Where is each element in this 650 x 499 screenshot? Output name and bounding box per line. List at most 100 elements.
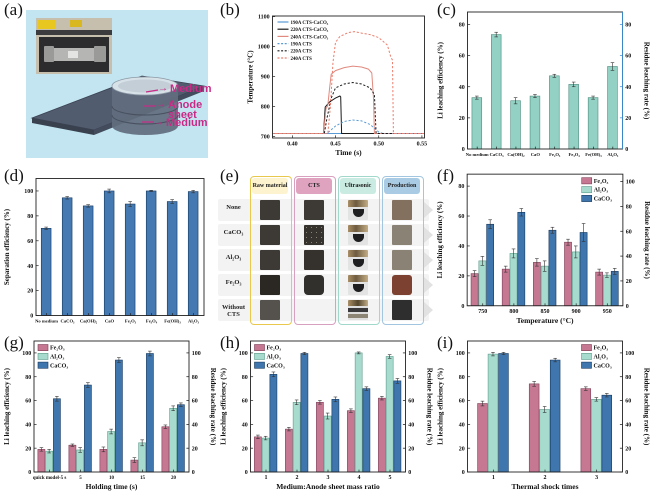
chart-text: Fe₂O₃ [594, 179, 609, 185]
chart-text: 0 [30, 314, 33, 320]
chart-text: 80 [242, 375, 248, 381]
chart-text: 750 [478, 309, 487, 315]
row-label: Fe₂O₃ [225, 279, 242, 286]
row-label: None [226, 204, 241, 211]
sample-photo [392, 300, 412, 320]
chart-text: No medium [35, 319, 58, 324]
bar [347, 410, 355, 473]
chart-text: Al₂O₃ [188, 319, 200, 324]
chart-text: 60 [458, 214, 464, 220]
chart-text: 80 [626, 205, 632, 211]
chart-text: Li leaching efficiency (%) [437, 367, 445, 444]
panel-h: (h) 0 20 40 60 80 100 Li leaching efficiency (… [216, 333, 434, 499]
chart-svg-g: 0 20 40 60 80 100 Li leaching efficiency (%) 0 2… [3, 340, 216, 491]
bar [470, 273, 479, 307]
chart-text: 1 [265, 475, 268, 481]
bar [323, 415, 332, 473]
cylinder-shape [111, 76, 179, 135]
temperature-time-line-chart: 700 800 900 1000 1100 0.40 0.45 0.50 0.55 Tempera… [216, 0, 433, 166]
chart-text: Li leaching efficiency (%) [3, 367, 11, 444]
bar [595, 271, 604, 307]
line-series [272, 65, 425, 134]
mass-ratio-bar-chart: 0 20 40 60 80 100 Li leaching efficiency (%) 0 2… [216, 333, 433, 499]
bar [471, 97, 483, 150]
panel-g-label: (g) [4, 333, 24, 352]
chart-text: 60 [408, 399, 414, 405]
bar [166, 201, 178, 316]
chart-text: 40 [408, 422, 414, 428]
bar [292, 402, 301, 473]
bar [607, 66, 618, 150]
legend-swatch [37, 352, 49, 360]
arrow-right-icon: → [154, 117, 164, 128]
chart-text: 0 [461, 304, 464, 310]
chart-text: Residue leaching rate (%) [643, 368, 650, 446]
panel-c: (c) 0 20 40 60 80 Li leaching efficiency (%) 0… [433, 0, 650, 166]
bar [40, 228, 52, 316]
bar [564, 241, 572, 307]
chart-text: Al₂O₃ [267, 355, 281, 361]
chart-text: 4 [358, 475, 361, 481]
chart-text: 0 [626, 304, 629, 310]
chart-text: 10 [109, 476, 115, 481]
sample-photo [304, 200, 324, 220]
panel-h-label: (h) [220, 333, 240, 352]
bar [261, 437, 270, 473]
sample-photo [260, 275, 280, 295]
chart-text: CaO [531, 152, 541, 157]
bar [548, 229, 557, 307]
bar [378, 397, 386, 473]
bar [533, 262, 541, 307]
chart-text: 80 [192, 375, 198, 381]
chart-text: 100 [408, 351, 417, 357]
panel-b-label: (b) [220, 0, 240, 19]
chart-text: Al₂O₃ [594, 188, 608, 194]
panel-e-label: (e) [220, 166, 239, 185]
line-series [272, 31, 425, 134]
bar [587, 97, 599, 150]
chart-text: 100 [456, 351, 465, 357]
chart-text: 0.40 [287, 142, 298, 148]
bar [539, 409, 550, 473]
bar [285, 428, 293, 473]
sample-photo [392, 275, 412, 295]
chart-text: 900 [572, 309, 581, 315]
chart-text: Temperature (°C) [247, 50, 255, 104]
legend-swatch [254, 344, 265, 351]
chart-text: 0 [625, 470, 628, 476]
chart-text: 20 [459, 116, 465, 122]
sample-photo [260, 250, 280, 270]
column-header: CTS [296, 178, 332, 194]
chart-text: 100 [22, 351, 31, 357]
chart-text: 1000 [258, 45, 270, 51]
thermal-shock-bar-chart: 0 20 40 60 80 100 Li leaching efficiency (%) 0 2… [433, 333, 650, 499]
row-label: Al₂O₃ [225, 254, 242, 261]
chart-text: 800 [261, 105, 270, 111]
chart-text: Li leaching efficiency (%) [437, 41, 445, 118]
bar [478, 260, 487, 307]
chart-text: 20 [625, 446, 631, 452]
bar [549, 359, 561, 473]
annotation-medium-top: → Medium [158, 83, 212, 95]
bar [487, 353, 499, 473]
bar [316, 402, 324, 473]
chart-text: 60 [459, 399, 465, 405]
bar [187, 191, 199, 316]
chart-text: Separation efficiency (%) [3, 208, 11, 285]
chart-text: 40 [459, 422, 465, 428]
temperature-bar-chart: 0 20 40 60 80 Li leaching efficiency (%) 0 20 40… [433, 166, 650, 333]
panel-g: (g) 0 20 40 60 80 100 Li leaching efficiency (… [0, 333, 216, 499]
li-leaching-medium-bar-chart: 0 20 40 60 80 Li leaching efficiency (%) 0 20 40… [433, 0, 650, 166]
chart-text: Fe(OH)₃ [164, 319, 181, 324]
annotation-connectors [142, 89, 159, 123]
chart-text: Time (s) [335, 148, 362, 157]
chart-text: Holding time (s) [86, 482, 138, 491]
chart-text: 20 [626, 279, 632, 285]
chart-text: Al₂O₃ [607, 152, 619, 157]
bar [146, 353, 154, 473]
chart-text: 0 [462, 147, 465, 153]
chart-text: 220A CTS-CaCO₃ [291, 28, 329, 33]
bar [300, 353, 309, 473]
bar [498, 353, 509, 473]
